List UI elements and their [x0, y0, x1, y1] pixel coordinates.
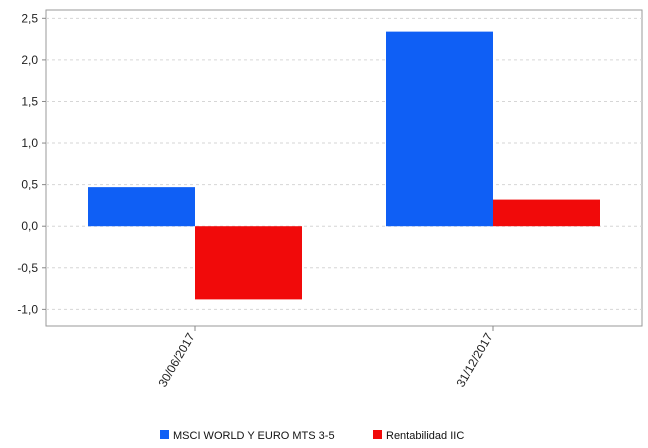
y-tick-label: 0,0 — [21, 219, 38, 233]
y-tick-label: 2,5 — [21, 11, 38, 25]
legend-swatch — [373, 430, 382, 439]
legend-label: MSCI WORLD Y EURO MTS 3-5 — [173, 430, 335, 442]
y-tick-label: 0,5 — [21, 178, 38, 192]
bar-msci-world — [88, 187, 195, 227]
y-tick-label: 1,5 — [21, 94, 38, 108]
y-tick-label: -0,5 — [17, 261, 38, 275]
legend: MSCI WORLD Y EURO MTS 3-5 Rentabilidad II… — [160, 430, 464, 442]
plot-area — [45, 9, 643, 327]
y-tick-label: 1,0 — [21, 136, 38, 150]
x-tick-label: 30/06/2017 — [155, 330, 197, 389]
bar-rentabilidad-iic — [493, 199, 600, 227]
legend-swatch — [160, 430, 169, 439]
x-tick-label: 31/12/2017 — [453, 330, 495, 389]
bars — [88, 31, 600, 300]
bar-rentabilidad-iic — [195, 226, 302, 300]
x-axis: 30/06/2017 31/12/2017 — [155, 326, 496, 390]
y-tick-label: 2,0 — [21, 53, 38, 67]
y-axis: -1,0 -0,5 0,0 0,5 1,0 1,5 2,0 2,5 — [17, 11, 46, 316]
bar-msci-world — [386, 31, 493, 227]
y-tick-label: -1,0 — [17, 302, 38, 316]
legend-label: Rentabilidad IIC — [386, 430, 464, 442]
